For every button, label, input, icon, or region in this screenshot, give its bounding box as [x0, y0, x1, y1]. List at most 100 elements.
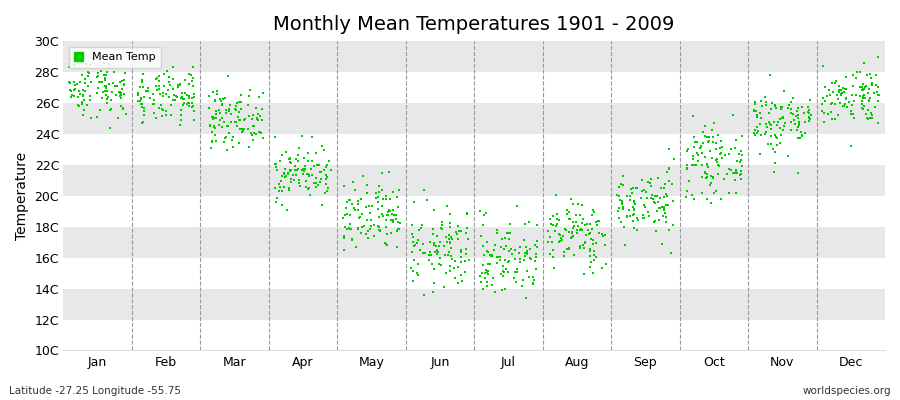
- Point: [824, 109, 838, 116]
- Point: [763, 71, 778, 78]
- Point: [833, 91, 848, 98]
- Point: [497, 269, 511, 276]
- Point: [801, 104, 815, 110]
- Point: [642, 213, 656, 219]
- Point: [292, 144, 306, 151]
- Point: [503, 230, 517, 236]
- Point: [587, 248, 601, 254]
- Point: [478, 270, 492, 276]
- Point: [761, 118, 776, 125]
- Point: [212, 117, 227, 123]
- Title: Monthly Mean Temperatures 1901 - 2009: Monthly Mean Temperatures 1901 - 2009: [274, 15, 675, 34]
- Point: [299, 178, 313, 184]
- Point: [230, 122, 244, 129]
- Point: [234, 92, 248, 98]
- Point: [375, 211, 390, 217]
- Point: [641, 208, 655, 215]
- Point: [115, 86, 130, 92]
- Point: [662, 165, 676, 172]
- Point: [666, 222, 680, 228]
- Point: [212, 107, 226, 114]
- Point: [162, 78, 176, 85]
- Point: [207, 132, 221, 138]
- Point: [817, 110, 832, 116]
- Point: [422, 252, 436, 258]
- Point: [164, 112, 178, 119]
- Point: [221, 108, 236, 114]
- Point: [520, 251, 535, 258]
- Point: [840, 96, 854, 102]
- Point: [62, 87, 77, 93]
- Point: [518, 250, 532, 256]
- Point: [228, 106, 242, 113]
- Point: [130, 90, 145, 96]
- Point: [240, 102, 255, 108]
- Point: [253, 112, 267, 119]
- Point: [442, 249, 456, 255]
- Point: [113, 90, 128, 97]
- Point: [352, 215, 366, 222]
- Bar: [63, 288, 885, 320]
- Point: [207, 96, 221, 103]
- Point: [586, 241, 600, 248]
- Point: [205, 114, 220, 120]
- Point: [563, 216, 578, 222]
- Point: [623, 193, 637, 200]
- Point: [764, 100, 778, 106]
- Point: [828, 116, 842, 122]
- Point: [339, 199, 354, 206]
- Point: [512, 250, 526, 256]
- Point: [509, 266, 524, 272]
- Point: [528, 254, 543, 260]
- Point: [819, 93, 833, 100]
- Point: [795, 132, 809, 139]
- Point: [832, 89, 847, 95]
- Point: [629, 185, 643, 192]
- Point: [379, 216, 393, 223]
- Point: [504, 246, 518, 252]
- Point: [734, 172, 748, 178]
- Point: [104, 89, 119, 95]
- Point: [751, 128, 765, 135]
- Point: [482, 260, 497, 267]
- Point: [439, 203, 454, 209]
- Point: [319, 172, 333, 179]
- Point: [98, 88, 112, 94]
- Point: [513, 256, 527, 262]
- Point: [855, 87, 869, 94]
- Point: [182, 103, 196, 110]
- Point: [219, 134, 233, 140]
- Point: [663, 250, 678, 256]
- Point: [391, 219, 405, 226]
- Point: [444, 244, 458, 251]
- Point: [770, 134, 785, 141]
- Point: [680, 194, 694, 200]
- Point: [636, 187, 651, 193]
- Legend: Mean Temp: Mean Temp: [69, 47, 161, 68]
- Point: [491, 254, 505, 260]
- Point: [441, 252, 455, 258]
- Point: [100, 69, 114, 75]
- Point: [715, 155, 729, 161]
- Point: [276, 184, 291, 190]
- Point: [865, 82, 879, 88]
- Point: [454, 278, 469, 284]
- Point: [284, 160, 299, 166]
- Point: [652, 216, 667, 223]
- Point: [445, 256, 459, 262]
- Point: [784, 106, 798, 113]
- Point: [572, 211, 587, 218]
- Point: [117, 77, 131, 83]
- Point: [473, 208, 488, 214]
- Point: [407, 198, 421, 205]
- Point: [590, 222, 604, 228]
- Point: [782, 102, 796, 108]
- Point: [82, 70, 96, 76]
- Point: [526, 274, 540, 280]
- Point: [297, 154, 311, 161]
- Point: [428, 249, 442, 255]
- Point: [338, 224, 353, 230]
- Point: [832, 86, 847, 93]
- Point: [448, 258, 463, 265]
- Point: [272, 181, 286, 187]
